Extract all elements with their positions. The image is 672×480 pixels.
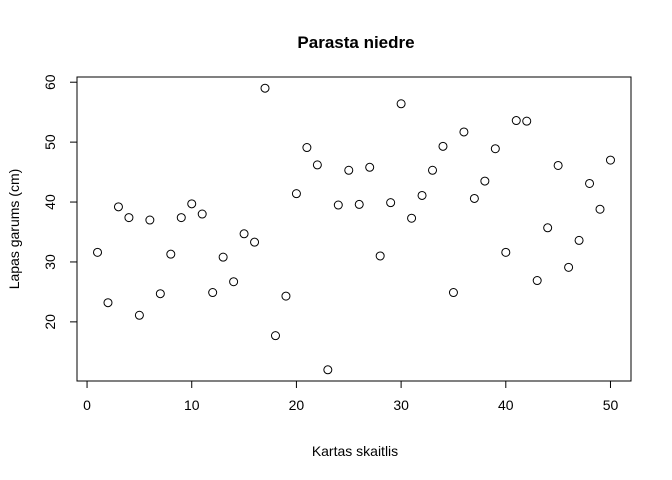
data-point (218, 252, 228, 262)
data-point (417, 190, 427, 200)
data-point (260, 83, 270, 93)
plot-frame (76, 76, 632, 382)
data-point (574, 235, 584, 245)
data-point (459, 127, 469, 137)
data-point (469, 193, 479, 203)
data-point (124, 213, 134, 223)
data-point (386, 198, 396, 208)
data-point (312, 160, 322, 170)
data-point (229, 277, 239, 287)
data-points (93, 83, 615, 375)
data-point (187, 199, 197, 209)
data-point (250, 237, 260, 247)
y-axis: 20 30 40 50 60 (42, 74, 78, 330)
data-point (448, 288, 458, 298)
data-point (428, 165, 438, 175)
data-point (365, 162, 375, 172)
data-point (407, 213, 417, 223)
data-point (333, 200, 343, 210)
y-tick-label: 50 (42, 134, 58, 150)
data-point (145, 215, 155, 225)
data-point (543, 223, 553, 233)
x-axis-label: Kartas skaitlis (312, 443, 398, 459)
data-point (302, 143, 312, 153)
data-point (585, 178, 595, 188)
data-point (532, 276, 542, 286)
data-point (490, 144, 500, 154)
data-point (270, 331, 280, 341)
data-point (564, 262, 574, 272)
data-point (553, 160, 563, 170)
data-point (291, 189, 301, 199)
y-tick-label: 40 (42, 194, 58, 210)
data-point (396, 99, 406, 109)
x-tick-label: 40 (498, 397, 514, 413)
x-tick-label: 20 (289, 397, 305, 413)
x-tick-label: 10 (184, 397, 200, 413)
x-tick-label: 0 (83, 397, 91, 413)
data-point (113, 202, 123, 212)
y-tick-label: 60 (42, 74, 58, 90)
data-point (103, 298, 113, 308)
data-point (522, 116, 532, 126)
data-point (344, 165, 354, 175)
chart-title: Parasta niedre (297, 33, 414, 52)
data-point (208, 288, 218, 298)
data-point (501, 247, 511, 257)
data-point (511, 116, 521, 126)
data-point (323, 365, 333, 375)
y-axis-label: Lapas garums (cm) (6, 169, 22, 290)
data-point (595, 204, 605, 214)
data-point (197, 209, 207, 219)
data-point (354, 199, 364, 209)
data-point (375, 251, 385, 261)
data-point (176, 213, 186, 223)
data-point (239, 229, 249, 239)
x-axis: 0 10 20 30 40 50 (83, 380, 619, 413)
data-point (438, 141, 448, 151)
data-point (155, 289, 165, 299)
data-point (134, 310, 144, 320)
data-point (480, 176, 490, 186)
data-point (281, 291, 291, 301)
x-tick-label: 50 (603, 397, 619, 413)
data-point (166, 249, 176, 259)
data-point (93, 247, 103, 257)
x-tick-label: 30 (393, 397, 409, 413)
y-tick-label: 30 (42, 254, 58, 270)
y-tick-label: 20 (42, 314, 58, 330)
data-point (605, 155, 615, 165)
